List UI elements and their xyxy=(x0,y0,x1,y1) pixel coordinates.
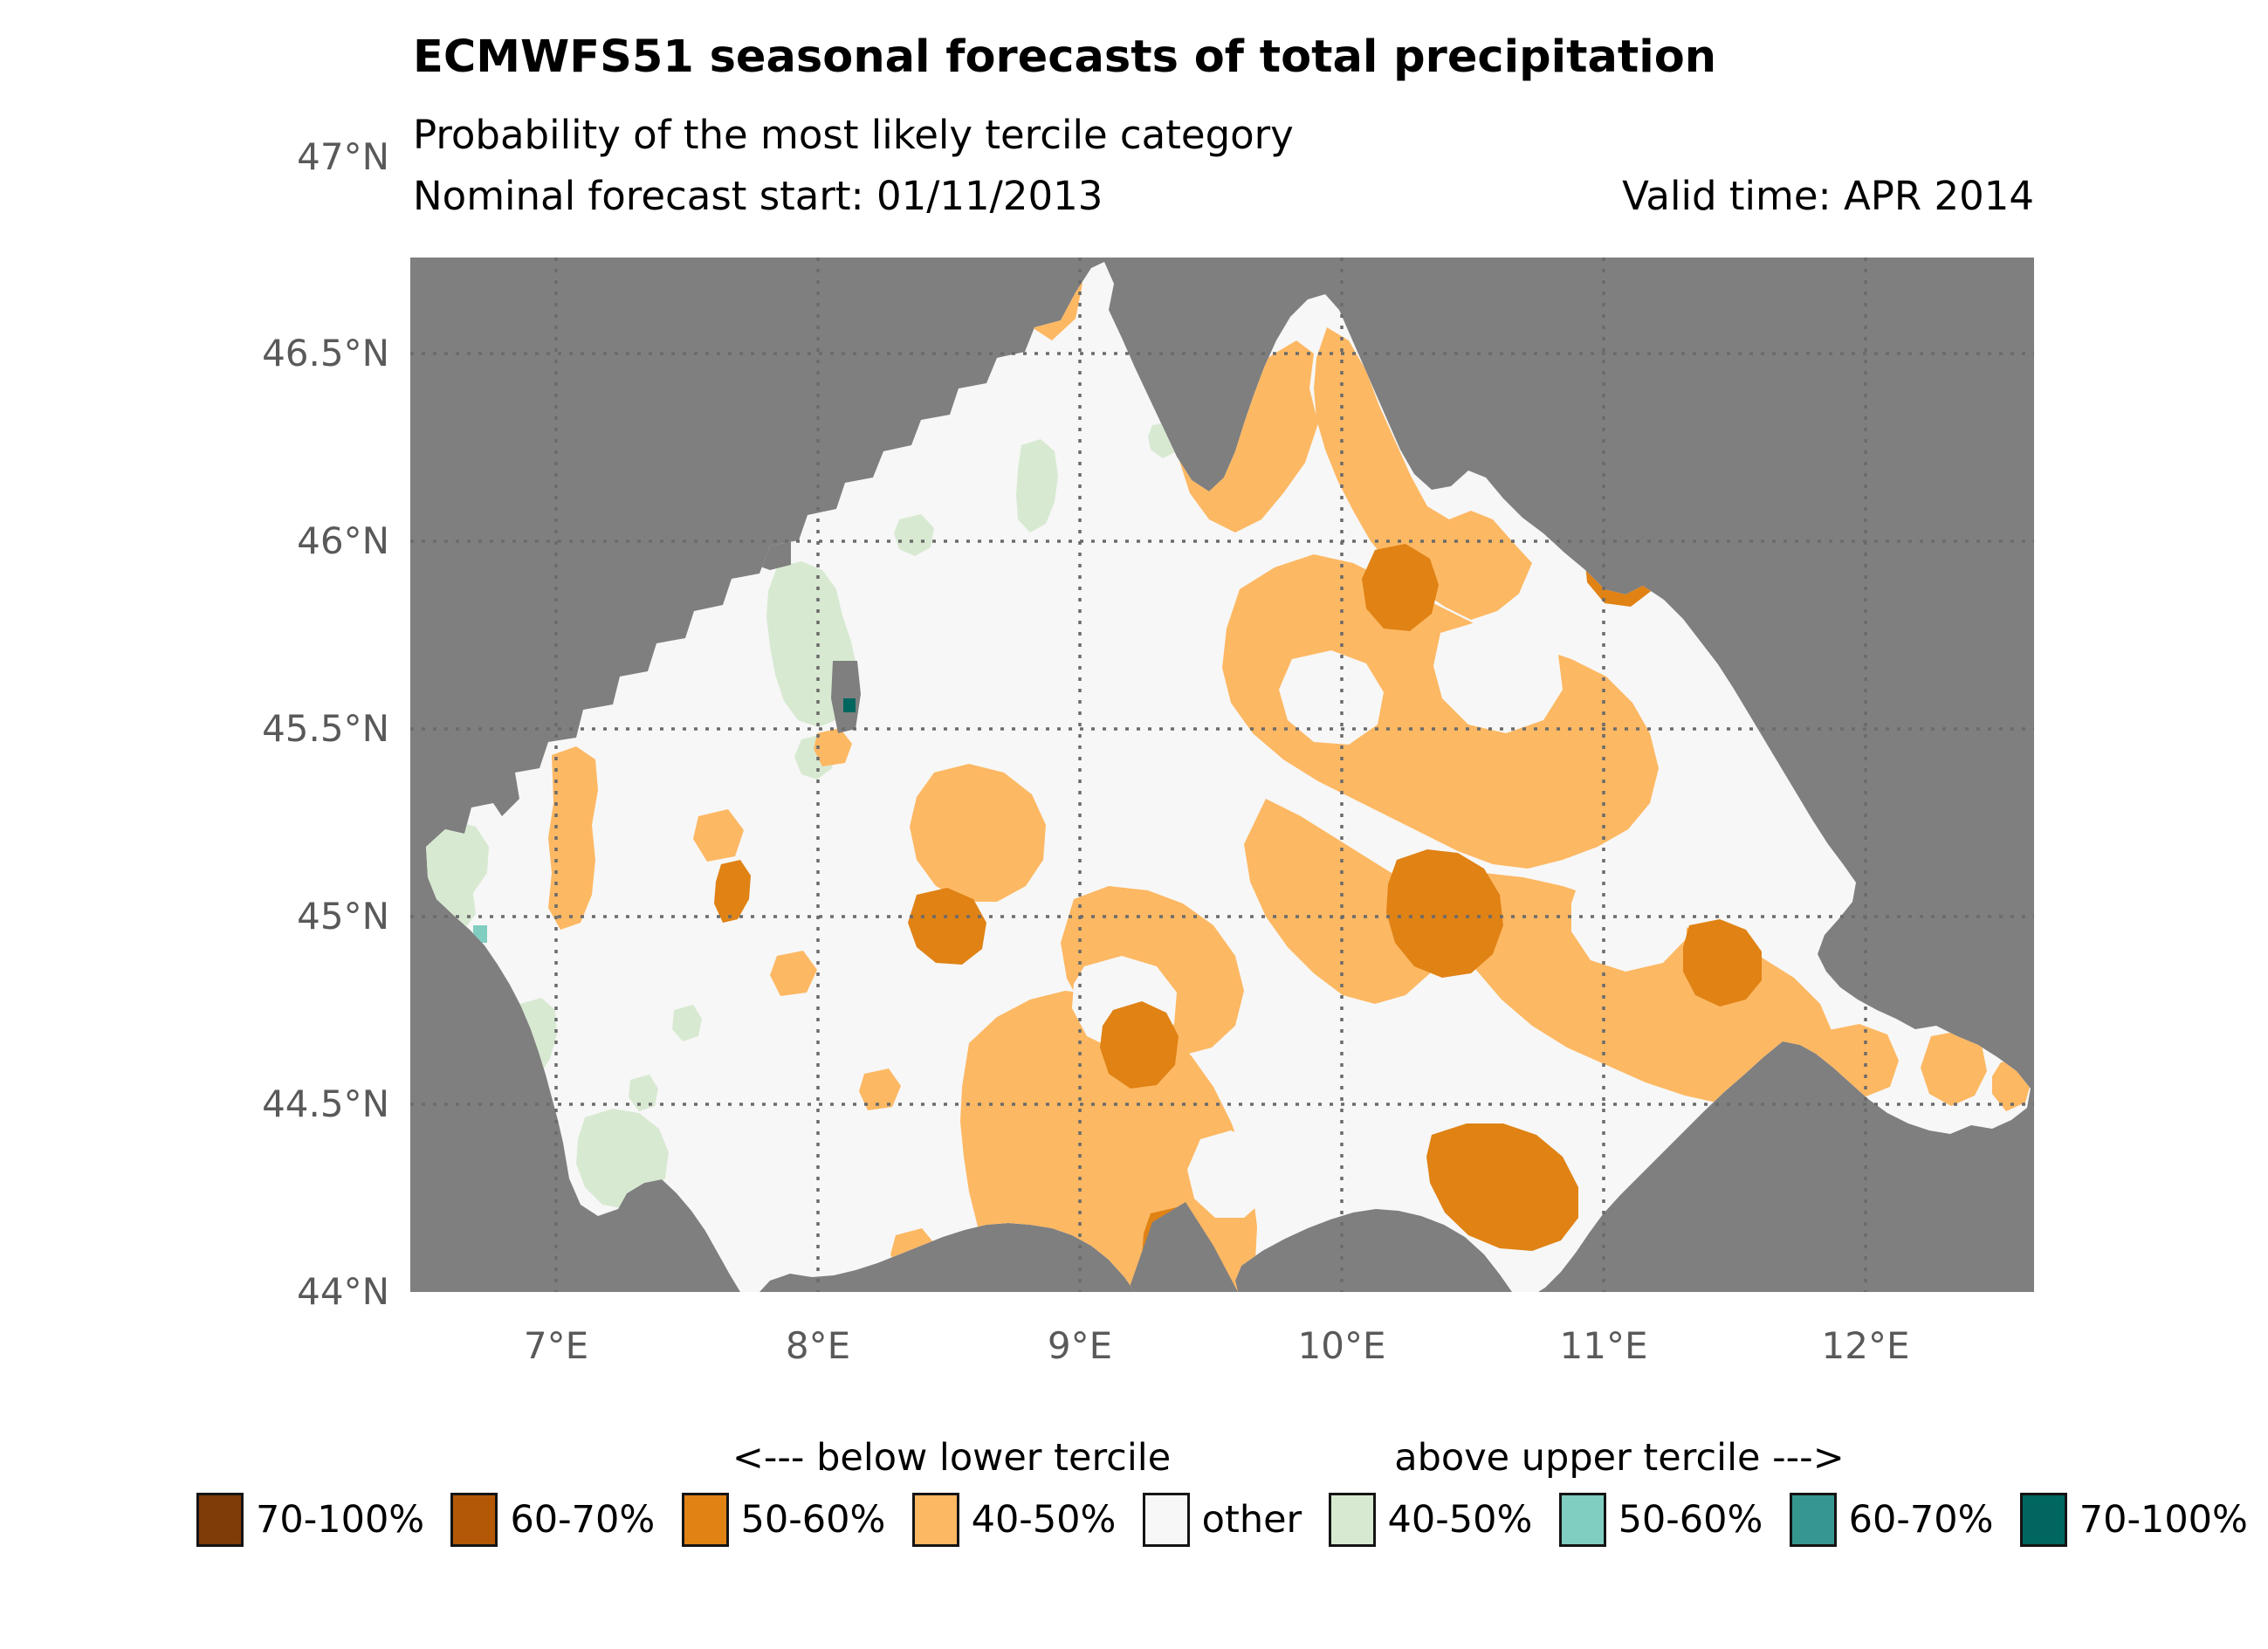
legend-item: 40-50% xyxy=(911,1493,1117,1547)
legend-swatch-above-40-50 xyxy=(1328,1493,1376,1547)
graticule xyxy=(410,258,2034,1292)
legend-swatch-above-60-70 xyxy=(1789,1493,1837,1547)
y-tick-label: 47°N xyxy=(297,135,389,178)
y-tick-label: 44°N xyxy=(297,1270,389,1313)
legend-label: 50-60% xyxy=(740,1498,886,1542)
x-tick-label: 7°E xyxy=(523,1324,589,1367)
forecast-start-text: Nominal forecast start: 01/11/2013 xyxy=(413,173,1103,219)
legend-swatch-below-70-100 xyxy=(196,1493,244,1547)
legend-item: 60-70% xyxy=(1789,1493,1994,1547)
legend-header-above: above upper tercile ---> xyxy=(1394,1436,1845,1480)
legend-item: 70-100% xyxy=(196,1493,424,1547)
legend-swatch-below-40-50 xyxy=(911,1493,959,1547)
y-tick-label: 45°N xyxy=(297,895,389,938)
legend-swatch-above-70-100 xyxy=(2019,1493,2067,1547)
x-tick-label: 11°E xyxy=(1559,1324,1648,1367)
x-tick-label: 12°E xyxy=(1821,1324,1910,1367)
page-title: ECMWFS51 seasonal forecasts of total pre… xyxy=(413,31,1717,83)
legend-label: 60-70% xyxy=(510,1498,656,1542)
legend-label: 40-50% xyxy=(971,1498,1117,1542)
map-canvas xyxy=(410,258,2034,1292)
legend-item: 40-50% xyxy=(1328,1493,1533,1547)
legend-label: 60-70% xyxy=(1848,1498,1994,1542)
y-tick-label: 46.5°N xyxy=(262,332,389,374)
legend-item: 50-60% xyxy=(681,1493,886,1547)
forecast-map xyxy=(410,258,2034,1292)
legend: 70-100% 60-70% 50-60% 40-50% other 40-50… xyxy=(196,1489,2248,1550)
x-tick-label: 10°E xyxy=(1297,1324,1386,1367)
y-tick-label: 45.5°N xyxy=(262,707,389,750)
legend-item: other xyxy=(1142,1493,1302,1547)
valid-time-text: Valid time: APR 2014 xyxy=(1622,173,2034,219)
legend-label: 40-50% xyxy=(1387,1498,1533,1542)
y-tick-label: 46°N xyxy=(297,519,389,562)
y-tick-label: 44.5°N xyxy=(262,1082,389,1125)
legend-item: 60-70% xyxy=(450,1493,655,1547)
subtitle: Probability of the most likely tercile c… xyxy=(413,112,1294,158)
legend-label: 70-100% xyxy=(2079,1498,2248,1542)
x-tick-label: 8°E xyxy=(785,1324,851,1367)
legend-swatch-below-60-70 xyxy=(450,1493,498,1547)
above-70-100-spot xyxy=(843,698,856,712)
legend-swatch-other xyxy=(1142,1493,1190,1547)
legend-label: 70-100% xyxy=(256,1498,425,1542)
legend-item: 50-60% xyxy=(1558,1493,1763,1547)
legend-swatch-below-50-60 xyxy=(681,1493,729,1547)
legend-label: other xyxy=(1201,1498,1302,1542)
legend-swatch-above-50-60 xyxy=(1558,1493,1606,1547)
legend-item: 70-100% xyxy=(2019,1493,2248,1547)
legend-label: 50-60% xyxy=(1618,1498,1763,1542)
x-tick-label: 9°E xyxy=(1047,1324,1113,1367)
legend-header-below: <--- below lower tercile xyxy=(732,1436,1172,1480)
